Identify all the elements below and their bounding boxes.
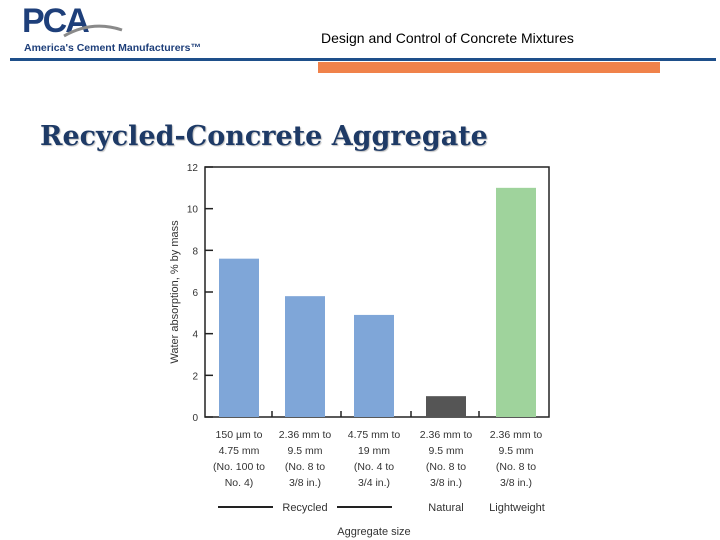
y-axis-title: Water absorption, % by mass: [169, 220, 181, 364]
y-tick-label: 8: [192, 246, 198, 257]
y-tick-label: 2: [192, 371, 198, 382]
bar-recycled: [285, 296, 325, 417]
header-divider-blue: [10, 58, 716, 61]
bar-recycled: [219, 258, 259, 417]
header-title: Design and Control of Concrete Mixtures: [321, 30, 574, 46]
x-category-label: 150 µm to 4.75 mm (No. 100 to No. 4): [213, 429, 265, 489]
logo-tagline: America's Cement Manufacturers™: [24, 42, 201, 54]
x-axis-title: Aggregate size: [337, 526, 410, 538]
group-label-natural: Natural: [428, 502, 463, 514]
x-axis-labels: 150 µm to 4.75 mm (No. 100 to No. 4) 2.36 mm…: [213, 429, 542, 489]
y-axis: 0 2 4 6 8 10 12: [187, 163, 213, 424]
x-category-label: 2.36 mm to 9.5 mm (No. 8 to 3/8 in.): [279, 429, 332, 489]
logo-wordmark: PCA: [22, 2, 90, 40]
x-category-label: 4.75 mm to 19 mm (No. 4 to 3/4 in.): [348, 429, 401, 489]
slide-title: Recycled-Concrete Aggregate: [40, 121, 488, 152]
bars: [219, 187, 536, 417]
y-tick-label: 6: [192, 288, 198, 299]
bar-lightweight: [496, 187, 536, 417]
y-tick-label: 10: [187, 205, 199, 216]
pca-logo[interactable]: PCA America's Cement Manufacturers™: [22, 2, 201, 56]
group-label-lightweight: Lightweight: [489, 502, 545, 514]
group-labels: Recycled Natural Lightweight: [218, 502, 545, 514]
logo-swoosh-icon: [63, 24, 123, 38]
group-label-recycled: Recycled: [282, 502, 327, 514]
bar-recycled: [354, 314, 394, 417]
y-tick-label: 4: [192, 330, 198, 341]
y-tick-label: 12: [187, 163, 199, 174]
bar-natural: [426, 396, 466, 417]
x-category-label: 2.36 mm to 9.5 mm (No. 8 to 3/8 in.): [490, 429, 543, 489]
y-tick-label: 0: [192, 413, 198, 424]
header-divider-orange: [318, 62, 660, 73]
x-category-label: 2.36 mm to 9.5 mm (No. 8 to 3/8 in.): [420, 429, 473, 489]
